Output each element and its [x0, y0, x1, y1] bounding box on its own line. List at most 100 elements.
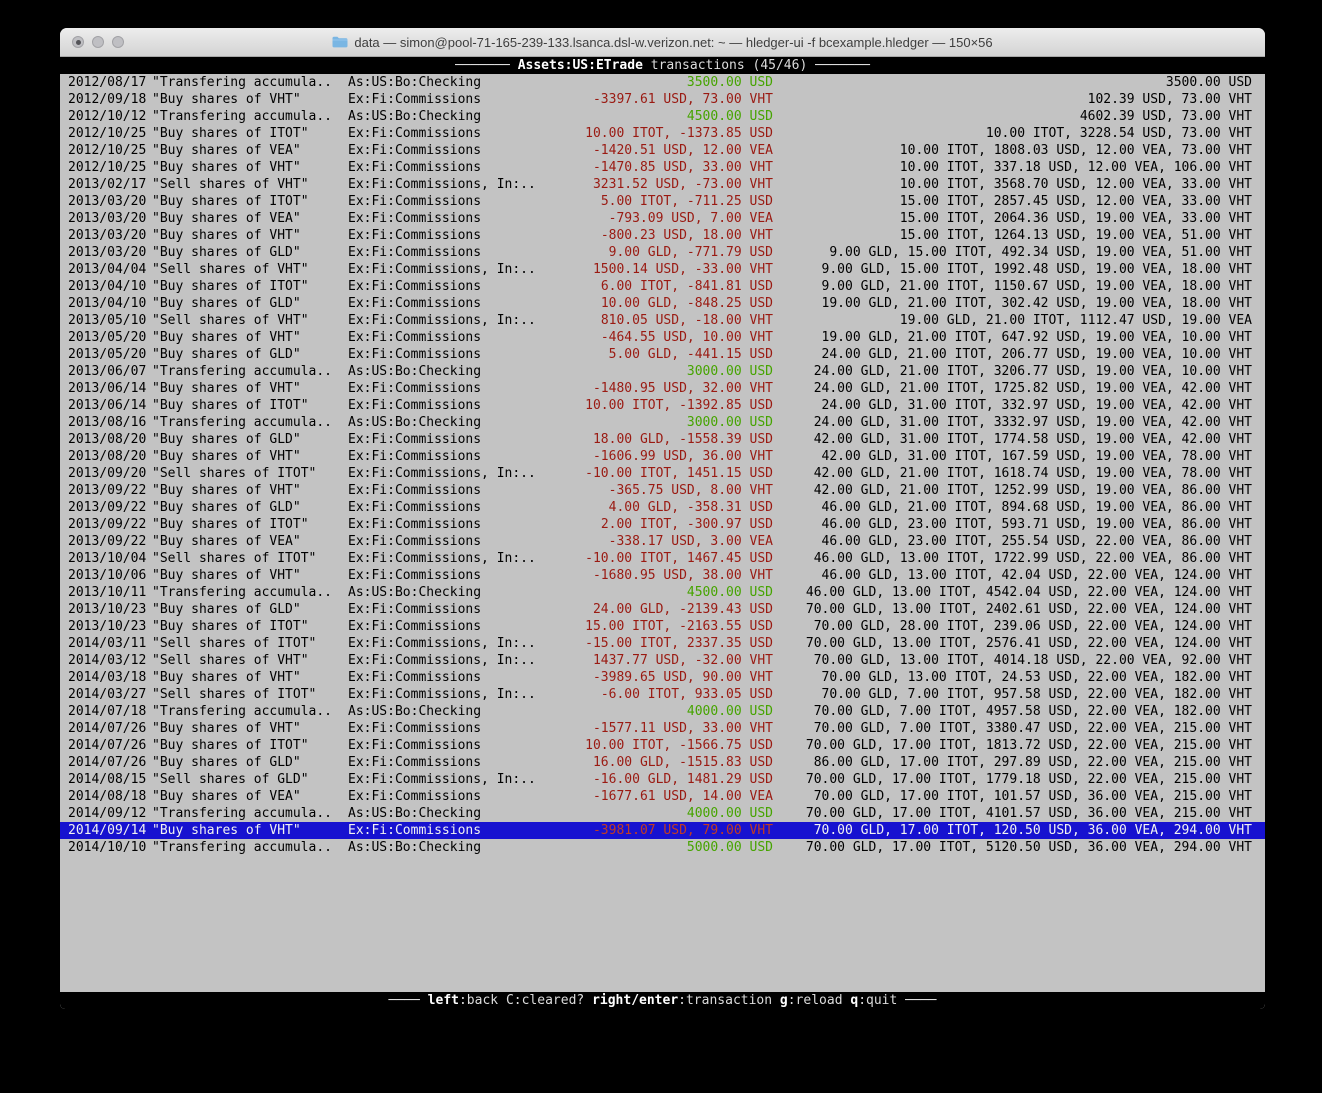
transaction-row[interactable]: 2013/09/22 "Buy shares of VEA" Ex:Fi:Commi…: [60, 533, 1265, 550]
cell-balance-amount: 46.00 GLD, 23.00 ITOT, 255.54 USD, 22.00…: [821, 534, 1252, 549]
transaction-row[interactable]: 2014/07/18 "Transfering accumula.. As:US:B…: [60, 703, 1265, 720]
cell-accounts: As:US:Bo:Checking: [348, 704, 482, 719]
transaction-row[interactable]: 2014/03/12 "Sell shares of VHT" Ex:Fi:Comm…: [60, 652, 1265, 669]
transaction-row[interactable]: 2013/08/16 "Transfering accumula.. As:US:B…: [60, 414, 1265, 431]
cell-description: "Buy shares of VEA": [152, 211, 301, 226]
footer-dash-right: ────: [897, 993, 937, 1008]
transaction-row[interactable]: 2013/02/17 "Sell shares of VHT" Ex:Fi:Comm…: [60, 176, 1265, 193]
transaction-row[interactable]: 2013/06/14 "Buy shares of ITOT" Ex:Fi:Comm…: [60, 397, 1265, 414]
transaction-row[interactable]: 2013/06/07 "Transfering accumula.. As:US:B…: [60, 363, 1265, 380]
transaction-row[interactable]: 2013/10/06 "Buy shares of VHT" Ex:Fi:Commi…: [60, 567, 1265, 584]
cell-change-amount: 4000.00 USD: [686, 704, 773, 719]
transaction-row[interactable]: 2013/10/04 "Sell shares of ITOT" Ex:Fi:Com…: [60, 550, 1265, 567]
cell-accounts: Ex:Fi:Commissions: [348, 160, 482, 175]
transaction-row[interactable]: 2013/10/11 "Transfering accumula.. As:US:B…: [60, 584, 1265, 601]
transaction-row[interactable]: 2013/08/20 "Buy shares of GLD" Ex:Fi:Commi…: [60, 431, 1265, 448]
transaction-row[interactable]: 2013/03/20 "Buy shares of VEA" Ex:Fi:Commi…: [60, 210, 1265, 227]
cell-description: "Sell shares of VHT": [152, 262, 309, 277]
cell-balance-amount: 10.00 ITOT, 1808.03 USD, 12.00 VEA, 73.0…: [899, 143, 1252, 158]
hint-separator: [498, 993, 506, 1008]
cell-date: 2013/10/11: [68, 585, 147, 600]
window-title-text: data — simon@pool-71-165-239-133.lsanca.…: [354, 34, 993, 50]
transaction-row[interactable]: 2014/09/14 "Buy shares of VHT" Ex:Fi:Commi…: [60, 822, 1265, 839]
minimize-button[interactable]: [92, 36, 104, 48]
cell-balance-amount: 15.00 ITOT, 2064.36 USD, 19.00 VEA, 33.0…: [899, 211, 1252, 226]
cell-accounts: Ex:Fi:Commissions: [348, 568, 482, 583]
transaction-row[interactable]: 2014/09/12 "Transfering accumula.. As:US:B…: [60, 805, 1265, 822]
transaction-row[interactable]: 2013/04/04 "Sell shares of VHT" Ex:Fi:Comm…: [60, 261, 1265, 278]
cell-date: 2013/10/04: [68, 551, 147, 566]
transaction-row[interactable]: 2014/03/27 "Sell shares of ITOT" Ex:Fi:Com…: [60, 686, 1265, 703]
cell-description: "Sell shares of VHT": [152, 177, 309, 192]
cell-description: "Buy shares of ITOT": [152, 279, 309, 294]
register-subtitle: transactions (45/46): [642, 58, 808, 73]
transaction-row[interactable]: 2014/03/11 "Sell shares of ITOT" Ex:Fi:Com…: [60, 635, 1265, 652]
transaction-row[interactable]: 2014/08/18 "Buy shares of VEA" Ex:Fi:Commi…: [60, 788, 1265, 805]
zoom-button[interactable]: [112, 36, 124, 48]
cell-description: "Buy shares of VEA": [152, 789, 301, 804]
cell-change-amount: 3500.00 USD: [686, 75, 773, 90]
transaction-row[interactable]: 2014/07/26 "Buy shares of ITOT" Ex:Fi:Comm…: [60, 737, 1265, 754]
cell-accounts: Ex:Fi:Commissions, In:..: [348, 687, 536, 702]
close-button[interactable]: [72, 36, 84, 48]
transaction-row[interactable]: 2013/03/20 "Buy shares of VHT" Ex:Fi:Commi…: [60, 227, 1265, 244]
transaction-row[interactable]: 2014/07/26 "Buy shares of GLD" Ex:Fi:Commi…: [60, 754, 1265, 771]
cell-description: "Buy shares of VHT": [152, 721, 301, 736]
cell-balance-amount: 9.00 GLD, 21.00 ITOT, 1150.67 USD, 19.00…: [821, 279, 1252, 294]
transaction-row[interactable]: 2013/09/22 "Buy shares of VHT" Ex:Fi:Commi…: [60, 482, 1265, 499]
transaction-row[interactable]: 2012/10/25 "Buy shares of VEA" Ex:Fi:Commi…: [60, 142, 1265, 159]
transaction-row[interactable]: 2012/10/25 "Buy shares of ITOT" Ex:Fi:Comm…: [60, 125, 1265, 142]
transaction-row[interactable]: 2012/09/18 "Buy shares of VHT" Ex:Fi:Commi…: [60, 91, 1265, 108]
window-title: data — simon@pool-71-165-239-133.lsanca.…: [60, 35, 1265, 50]
cell-date: 2013/05/20: [68, 347, 147, 362]
transaction-row[interactable]: 2013/03/20 "Buy shares of ITOT" Ex:Fi:Comm…: [60, 193, 1265, 210]
transaction-row[interactable]: 2013/09/20 "Sell shares of ITOT" Ex:Fi:Com…: [60, 465, 1265, 482]
transaction-row[interactable]: 2013/09/22 "Buy shares of GLD" Ex:Fi:Commi…: [60, 499, 1265, 516]
cell-accounts: Ex:Fi:Commissions: [348, 823, 482, 838]
cell-description: "Sell shares of ITOT": [152, 636, 317, 651]
cell-description: "Buy shares of ITOT": [152, 194, 309, 209]
transaction-row[interactable]: 2013/05/10 "Sell shares of VHT" Ex:Fi:Comm…: [60, 312, 1265, 329]
transaction-row[interactable]: 2013/09/22 "Buy shares of ITOT" Ex:Fi:Comm…: [60, 516, 1265, 533]
transaction-row[interactable]: 2013/03/20 "Buy shares of GLD" Ex:Fi:Commi…: [60, 244, 1265, 261]
transaction-row[interactable]: 2013/06/14 "Buy shares of VHT" Ex:Fi:Commi…: [60, 380, 1265, 397]
cell-balance-amount: 70.00 GLD, 7.00 ITOT, 4957.58 USD, 22.00…: [813, 704, 1252, 719]
cell-balance-amount: 70.00 GLD, 17.00 ITOT, 101.57 USD, 36.00…: [813, 789, 1252, 804]
cell-description: "Sell shares of ITOT": [152, 551, 317, 566]
cell-accounts: Ex:Fi:Commissions: [348, 602, 482, 617]
cell-change-amount: -15.00 ITOT, 2337.35 USD: [585, 636, 773, 651]
cell-balance-amount: 70.00 GLD, 13.00 ITOT, 4014.18 USD, 22.0…: [813, 653, 1252, 668]
cell-accounts: Ex:Fi:Commissions: [348, 245, 482, 260]
transaction-row[interactable]: 2013/10/23 "Buy shares of GLD" Ex:Fi:Commi…: [60, 601, 1265, 618]
cell-balance-amount: 24.00 GLD, 31.00 ITOT, 3332.97 USD, 19.0…: [813, 415, 1252, 430]
header-dash-left: ───────: [455, 58, 518, 73]
cell-balance-amount: 70.00 GLD, 13.00 ITOT, 24.53 USD, 22.00 …: [821, 670, 1252, 685]
cell-date: 2013/09/22: [68, 534, 147, 549]
cell-description: "Buy shares of VEA": [152, 534, 301, 549]
cell-balance-amount: 24.00 GLD, 31.00 ITOT, 332.97 USD, 19.00…: [821, 398, 1252, 413]
transaction-row[interactable]: 2013/04/10 "Buy shares of ITOT" Ex:Fi:Comm…: [60, 278, 1265, 295]
window-titlebar[interactable]: data — simon@pool-71-165-239-133.lsanca.…: [60, 28, 1265, 57]
transaction-row[interactable]: 2012/10/25 "Buy shares of VHT" Ex:Fi:Commi…: [60, 159, 1265, 176]
transaction-row[interactable]: 2014/07/26 "Buy shares of VHT" Ex:Fi:Commi…: [60, 720, 1265, 737]
cell-accounts: Ex:Fi:Commissions: [348, 330, 482, 345]
transaction-row[interactable]: 2013/04/10 "Buy shares of GLD" Ex:Fi:Commi…: [60, 295, 1265, 312]
transaction-row[interactable]: 2013/08/20 "Buy shares of VHT" Ex:Fi:Commi…: [60, 448, 1265, 465]
transaction-row[interactable]: 2013/05/20 "Buy shares of VHT" Ex:Fi:Commi…: [60, 329, 1265, 346]
hint-key: g: [779, 993, 788, 1008]
register-account-title: Assets:US:ETrade: [517, 58, 643, 73]
transaction-row[interactable]: 2013/10/23 "Buy shares of ITOT" Ex:Fi:Comm…: [60, 618, 1265, 635]
cell-accounts: As:US:Bo:Checking: [348, 109, 482, 124]
transaction-row[interactable]: 2014/03/18 "Buy shares of VHT" Ex:Fi:Commi…: [60, 669, 1265, 686]
transaction-row[interactable]: 2014/08/15 "Sell shares of GLD" Ex:Fi:Comm…: [60, 771, 1265, 788]
transaction-row[interactable]: 2014/10/10 "Transfering accumula.. As:US:B…: [60, 839, 1265, 856]
cell-accounts: Ex:Fi:Commissions, In:..: [348, 772, 536, 787]
cell-description: "Transfering accumula..: [152, 364, 333, 379]
transaction-row[interactable]: 2012/08/17 "Transfering accumula.. As:US:B…: [60, 74, 1265, 91]
cell-accounts: Ex:Fi:Commissions: [348, 398, 482, 413]
cell-change-amount: 10.00 GLD, -848.25 USD: [600, 296, 773, 311]
cell-balance-amount: 24.00 GLD, 21.00 ITOT, 3206.77 USD, 19.0…: [813, 364, 1252, 379]
transaction-row[interactable]: 2012/10/12 "Transfering accumula.. As:US:B…: [60, 108, 1265, 125]
transaction-row[interactable]: 2013/05/20 "Buy shares of GLD" Ex:Fi:Commi…: [60, 346, 1265, 363]
cell-description: "Buy shares of VHT": [152, 381, 301, 396]
